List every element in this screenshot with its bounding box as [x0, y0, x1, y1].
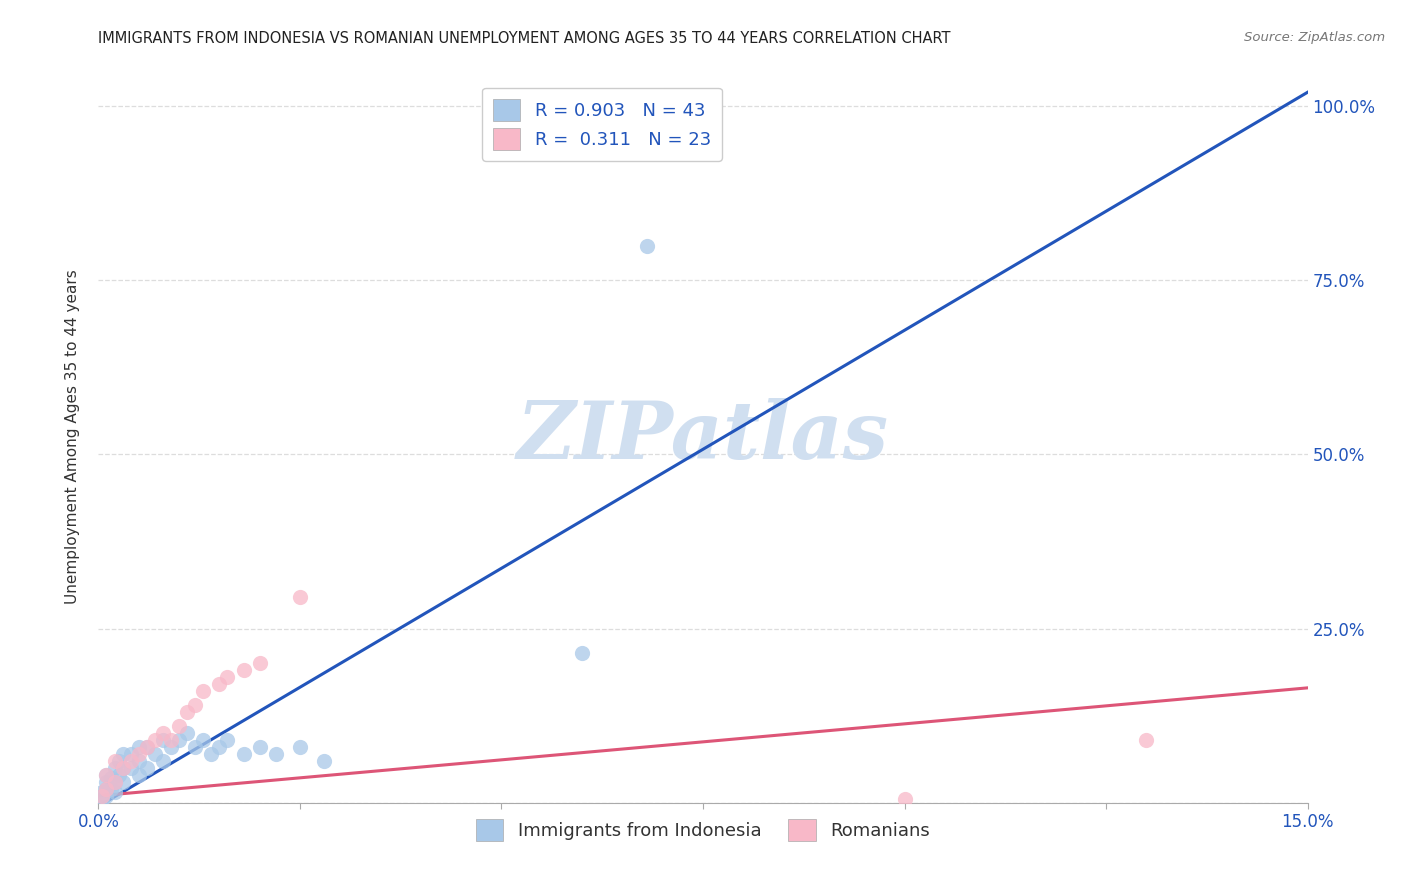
Point: [232, 664, 254, 678]
Point: [91, 789, 114, 803]
Text: IMMIGRANTS FROM INDONESIA VS ROMANIAN UNEMPLOYMENT AMONG AGES 35 TO 44 YEARS COR: IMMIGRANTS FROM INDONESIA VS ROMANIAN UN…: [98, 31, 950, 46]
Point: [135, 740, 157, 755]
Point: [184, 698, 207, 713]
Point: [893, 792, 915, 806]
Point: [152, 754, 174, 768]
Point: [1135, 733, 1157, 747]
Point: [96, 775, 118, 789]
Point: [128, 768, 150, 782]
Point: [143, 747, 166, 761]
Point: [96, 789, 118, 803]
Point: [193, 733, 215, 747]
Point: [120, 747, 142, 761]
Point: [135, 740, 157, 755]
Point: [107, 754, 129, 768]
Text: Source: ZipAtlas.com: Source: ZipAtlas.com: [1244, 31, 1385, 45]
Point: [167, 719, 190, 733]
Point: [111, 775, 134, 789]
Point: [111, 761, 134, 775]
Point: [288, 740, 311, 755]
Legend: Immigrants from Indonesia, Romanians: Immigrants from Indonesia, Romanians: [470, 812, 936, 848]
Point: [100, 781, 122, 796]
Point: [143, 733, 166, 747]
Point: [152, 726, 174, 740]
Point: [692, 145, 714, 159]
Point: [249, 740, 271, 755]
Point: [96, 781, 118, 796]
Point: [232, 747, 254, 761]
Point: [208, 677, 231, 691]
Point: [103, 775, 125, 789]
Point: [120, 761, 142, 775]
Point: [176, 726, 198, 740]
Point: [571, 646, 593, 660]
Point: [264, 747, 287, 761]
Point: [128, 754, 150, 768]
Point: [91, 792, 114, 806]
Point: [103, 754, 125, 768]
Point: [249, 657, 271, 671]
Point: [103, 775, 125, 789]
Point: [100, 772, 122, 786]
Point: [193, 684, 215, 698]
Point: [111, 747, 134, 761]
Point: [217, 733, 239, 747]
Point: [176, 705, 198, 719]
Point: [160, 740, 183, 755]
Point: [135, 761, 157, 775]
Point: [217, 670, 239, 684]
Point: [120, 754, 142, 768]
Point: [96, 781, 118, 796]
Point: [128, 747, 150, 761]
Point: [184, 740, 207, 755]
Point: [103, 761, 125, 775]
Point: [160, 733, 183, 747]
Point: [96, 768, 118, 782]
Point: [314, 754, 336, 768]
Point: [208, 740, 231, 755]
Point: [103, 785, 125, 799]
Point: [152, 733, 174, 747]
Point: [200, 747, 222, 761]
Point: [91, 789, 114, 803]
Y-axis label: Unemployment Among Ages 35 to 44 years: Unemployment Among Ages 35 to 44 years: [65, 269, 80, 605]
Text: ZIPatlas: ZIPatlas: [517, 399, 889, 475]
Point: [96, 768, 118, 782]
Point: [107, 768, 129, 782]
Point: [128, 740, 150, 755]
Point: [91, 785, 114, 799]
Point: [167, 733, 190, 747]
Point: [636, 238, 658, 252]
Point: [288, 591, 311, 605]
Point: [111, 761, 134, 775]
